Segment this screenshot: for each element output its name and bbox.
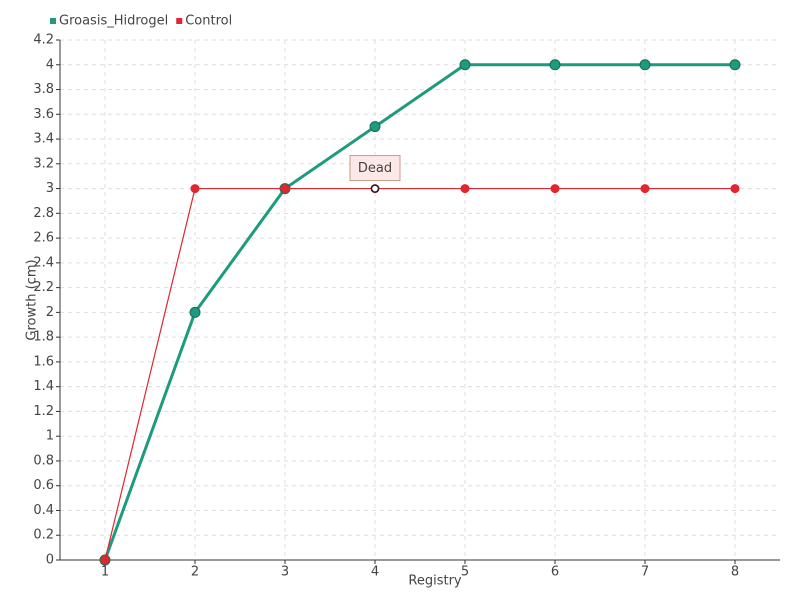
annotation-marker	[370, 184, 380, 193]
y-tick-label: 2.6	[33, 231, 54, 246]
annotation-text: Dead	[358, 161, 392, 176]
legend-label: Control	[185, 14, 232, 29]
x-tick-label: 6	[551, 565, 559, 580]
x-tick-label: 2	[191, 565, 199, 580]
data-point	[640, 184, 650, 194]
y-tick-label: 3	[46, 181, 54, 196]
data-point	[190, 184, 200, 194]
data-point	[550, 184, 560, 194]
y-tick-label: 2.8	[33, 206, 54, 221]
y-tick-label: 1.6	[33, 354, 54, 369]
y-tick-label: 3.6	[33, 107, 54, 122]
data-point	[189, 306, 201, 318]
y-tick-label: 3.8	[33, 82, 54, 97]
data-point	[730, 184, 740, 194]
legend-swatch	[50, 18, 56, 24]
series-line	[103, 63, 735, 561]
data-point	[639, 59, 651, 71]
y-tick-label: 1.8	[33, 330, 54, 345]
y-tick-label: 0	[46, 553, 54, 568]
y-tick-label: 2.4	[33, 255, 54, 270]
y-tick-label: 3.4	[33, 132, 54, 147]
y-tick-label: 2	[46, 305, 54, 320]
x-tick-label: 8	[731, 565, 739, 580]
data-point	[369, 121, 381, 133]
y-tick-label: 4.2	[33, 33, 54, 48]
x-tick-label: 3	[281, 565, 289, 580]
data-point	[549, 59, 561, 71]
y-tick-label: 0.6	[33, 478, 54, 493]
y-tick-label: 0.2	[33, 528, 54, 543]
data-point	[729, 59, 741, 71]
y-tick-label: 4	[46, 57, 54, 72]
series-line	[104, 187, 735, 561]
y-tick-label: 1.2	[33, 404, 54, 419]
x-tick-label: 4	[371, 565, 379, 580]
annotation-box	[349, 155, 401, 182]
data-point	[460, 184, 470, 194]
legend-swatch	[176, 18, 183, 24]
legend-label: Groasis_Hidrogel	[59, 14, 168, 29]
x-tick-label: 7	[641, 565, 649, 580]
y-tick-label: 1	[46, 429, 54, 444]
data-point	[459, 59, 471, 71]
y-tick-label: 1.4	[33, 379, 54, 394]
y-tick-label: 0.8	[33, 453, 54, 468]
x-axis-label: Registry	[408, 574, 462, 589]
y-tick-label: 0.4	[33, 503, 54, 518]
x-tick-label: 5	[461, 565, 469, 580]
x-tick-label: 1	[101, 565, 109, 580]
y-tick-label: 3.2	[33, 156, 54, 171]
data-point	[280, 184, 290, 194]
y-tick-label: 2.2	[33, 280, 54, 295]
data-point	[100, 555, 110, 565]
y-axis-label: Growth (cm)	[25, 259, 40, 340]
